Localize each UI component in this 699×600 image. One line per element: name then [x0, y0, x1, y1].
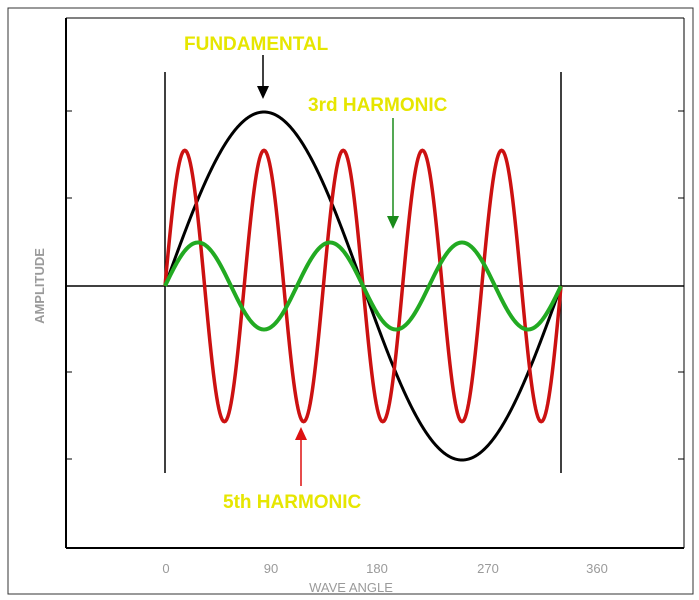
x-axis-title: WAVE ANGLE	[309, 580, 393, 595]
arrow-fundamental	[257, 55, 269, 99]
x-tick-label-180: 180	[366, 561, 388, 576]
outer-border	[7, 7, 694, 595]
annotation-third-harmonic: 3rd HARMONIC	[308, 95, 448, 116]
x-tick-label-270: 270	[477, 561, 499, 576]
y-axis-title: AMPLITUDE	[32, 248, 47, 324]
x-tick-label-360: 360	[586, 561, 608, 576]
annotation-fundamental: FUNDAMENTAL	[184, 34, 329, 55]
y-tick-marks	[66, 110, 684, 460]
series-third-harmonic-line	[163, 240, 563, 332]
arrow-third-harmonic	[387, 118, 399, 229]
annotation-fifth-harmonic: 5th HARMONIC	[223, 492, 362, 513]
arrow-fifth-harmonic	[295, 427, 307, 486]
x-tick-label-90: 90	[264, 561, 278, 576]
x-tick-label-0: 0	[162, 561, 169, 576]
